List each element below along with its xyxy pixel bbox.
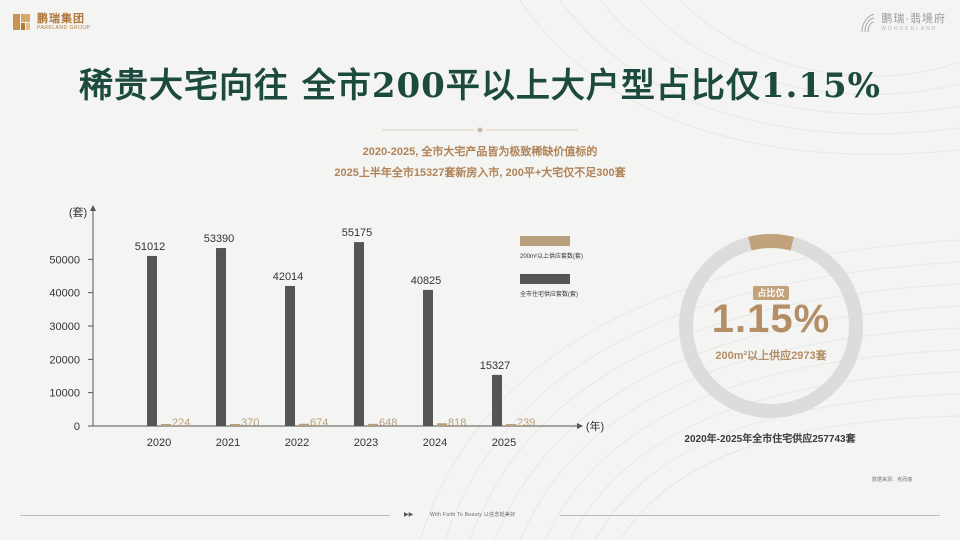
x-tick-label: 2025 [492,437,516,449]
bar-large-unit-supply [299,423,309,426]
data-label-total: 15327 [480,360,511,372]
bar-total-supply [216,248,226,426]
x-axis-unit-label: (年) [586,419,604,433]
y-tick-label: 0 [74,421,80,433]
ratio-ring [679,234,863,418]
parkland-logo-icon [13,14,30,30]
subtitle-line-1: 2020-2025, 全市大宅产品皆为极致稀缺价值标的 [362,146,598,158]
supply-bar-chart: (套) (年) 0 10000 20000 30000 40000 50000 51012 224… [49,205,604,449]
y-tick-label: 10000 [49,388,80,400]
data-label-total: 42014 [273,271,304,283]
bar-total-supply [285,285,295,426]
subtitle-line-2: 2025上半年全市15327套新房入市, 200平+大宅仅不足300套 [334,167,626,179]
ring-caption: 2020年-2025年全市住宅供应257743套 [684,434,856,445]
ring-subtext: 200m²以上供应2973套 [715,350,827,362]
bar-total-supply [423,289,433,426]
y-tick-label: 50000 [49,254,80,266]
data-label-total: 51012 [135,241,166,253]
y-axis-unit-label: (套) [69,206,87,219]
data-label-large-unit: 818 [448,417,466,429]
data-label-large-unit: 674 [310,417,328,429]
data-label-large-unit: 648 [379,417,397,429]
legend-label-total: 全市住宅供应套数(套) [520,290,578,298]
bar-large-unit-supply [506,424,516,426]
bar-total-supply [492,374,502,426]
legend-swatch-large-unit [520,236,570,246]
logo-right-en: WONDERLAND [881,26,938,32]
x-tick-label: 2024 [423,437,447,449]
data-source-note: 数据来源：克而瑞 [871,477,912,483]
wonderland-logo-icon [861,13,875,33]
logo-left-cn: 鹏瑞集团 [37,12,85,25]
bar-large-unit-supply [230,424,240,426]
y-tick-label: 30000 [49,321,80,333]
logo-right-cn: 鹏瑞·翡境府 [881,13,946,25]
bar-large-unit-supply [437,423,447,426]
data-label-total: 53390 [204,233,235,245]
footer-line-left [20,515,390,516]
bar-large-unit-supply [161,424,171,426]
ring-badge: 占比仅 [753,286,789,300]
legend-swatch-total [520,274,570,284]
y-tick-label: 20000 [49,354,80,366]
bar-large-unit-supply [368,423,378,426]
x-tick-label: 2020 [147,437,171,449]
legend-label-large-unit: 200m²以上供应套数(套) [520,252,583,260]
logo-left-en: PARKLAND GROUP [37,24,91,31]
data-label-large-unit: 224 [172,417,190,429]
x-tick-label: 2023 [354,437,378,449]
footer-arrow-icon: ▶▶ [404,512,414,518]
ring-percentage-value: 1.15% [711,297,831,341]
bar-total-supply [147,255,157,426]
data-label-large-unit: 239 [517,417,535,429]
x-tick-label: 2021 [216,437,240,449]
title-divider [382,127,578,133]
data-label-total: 40825 [411,275,442,287]
footer-line-right [560,515,940,516]
wonderland-logo: 鹏瑞·翡境府 WONDERLAND [860,12,946,34]
x-tick-label: 2022 [285,437,309,449]
bar-total-supply [354,242,364,426]
footer-slogan: With Faith To Beauty 以信念抵美好 [430,512,516,518]
parkland-logo: 鹏瑞集团 PARKLAND GROUP [12,12,90,32]
page-title: 稀贵大宅向往 全市200平以上大户型占比仅1.15% [79,66,881,106]
data-label-large-unit: 370 [241,417,259,429]
data-label-total: 55175 [342,227,373,239]
y-tick-label: 40000 [49,288,80,300]
